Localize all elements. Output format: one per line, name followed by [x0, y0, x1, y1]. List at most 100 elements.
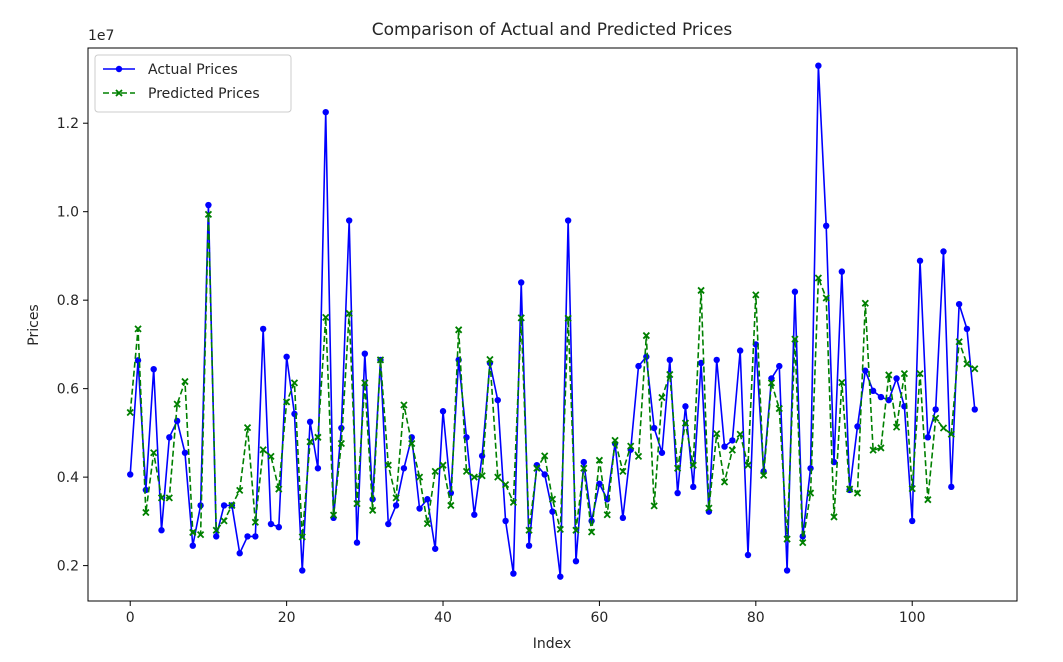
actual-prices-point — [658, 449, 666, 456]
x-tick-label: 80 — [747, 610, 765, 626]
predicted-prices-point — [736, 430, 744, 438]
actual-prices-point — [173, 417, 181, 425]
predicted-prices-point — [134, 325, 142, 333]
predicted-prices-point — [830, 513, 838, 521]
x-tick-label: 20 — [278, 610, 296, 626]
actual-prices-point — [869, 387, 877, 395]
predicted-prices-point — [587, 528, 596, 536]
legend-box — [94, 54, 292, 113]
predicted-prices-point — [713, 430, 721, 438]
predicted-prices-point — [650, 502, 658, 510]
predicted-prices-point — [322, 313, 330, 322]
actual-prices-point — [729, 437, 736, 444]
actual-prices-point — [932, 406, 939, 413]
predicted-prices-point — [908, 484, 916, 493]
actual-prices-point — [924, 434, 932, 441]
predicted-prices-point — [431, 467, 439, 476]
predicted-prices-point — [470, 473, 478, 481]
legend-marker-predicted-prices — [115, 89, 123, 97]
predicted-prices-point — [611, 436, 619, 445]
actual-prices-point — [439, 408, 447, 415]
actual-prices-point — [267, 520, 275, 528]
predicted-prices-point — [846, 485, 854, 493]
actual-prices-point — [862, 367, 869, 374]
legend-entry-predicted-prices: Predicted Prices — [103, 86, 260, 102]
predicted-prices-point — [290, 379, 299, 387]
plot-frame — [87, 47, 1018, 602]
actual-prices-point — [166, 434, 173, 441]
predicted-prices-point — [462, 467, 471, 476]
actual-prices-point — [299, 567, 306, 574]
actual-prices-point — [721, 443, 728, 450]
actual-prices-point — [854, 423, 861, 430]
predicted-prices-point — [525, 526, 533, 534]
actual-prices-point — [275, 523, 283, 531]
predicted-prices-point — [861, 299, 869, 307]
actual-prices-point — [596, 480, 603, 487]
actual-prices-point — [541, 471, 548, 478]
predicted-prices-point — [666, 370, 674, 379]
actual-prices-point — [549, 508, 556, 515]
predicted-prices-point — [298, 533, 306, 541]
predicted-prices-point — [697, 286, 705, 295]
predicted-prices-point — [384, 461, 392, 469]
predicted-prices-point — [509, 498, 518, 506]
x-tick-label: 40 — [434, 610, 452, 626]
actual-prices-point — [385, 520, 392, 528]
predicted-prices-point — [196, 531, 205, 539]
actual-prices-point — [572, 557, 580, 565]
predicted-prices-point — [853, 489, 862, 497]
predicted-prices-point — [369, 506, 377, 514]
predicted-prices-point — [822, 294, 830, 302]
actual-prices-point — [306, 418, 314, 426]
predicted-prices-point — [595, 456, 604, 464]
actual-prices-point — [948, 483, 955, 491]
predicted-prices-point — [212, 526, 220, 534]
predicted-prices-point — [337, 439, 346, 448]
predicted-prices-point — [752, 291, 760, 299]
actual-prices-point — [150, 365, 157, 373]
predicted-prices-point — [306, 438, 314, 446]
x-tick-label: 60 — [591, 610, 609, 626]
predicted-prices-point — [415, 473, 424, 481]
actual-prices-point — [815, 62, 822, 69]
predicted-prices-point — [361, 379, 369, 387]
predicted-prices-point — [157, 494, 166, 502]
predicted-prices-point — [556, 525, 564, 533]
actual-prices-point — [502, 517, 509, 525]
predicted-prices-point — [939, 424, 948, 432]
actual-prices-point — [619, 514, 627, 522]
actual-prices-point — [510, 570, 517, 577]
y-scale-label: 1e7 — [88, 28, 114, 44]
legend-label-predicted-prices: Predicted Prices — [148, 86, 260, 102]
actual-prices-point — [682, 403, 689, 410]
actual-prices-point — [580, 458, 587, 466]
predicted-prices-point — [838, 378, 846, 387]
predicted-prices-point — [236, 486, 244, 495]
predicted-prices-point — [267, 452, 275, 460]
actual-prices-point — [564, 217, 572, 224]
predicted-prices-point — [259, 446, 267, 454]
predicted-prices-point — [251, 518, 259, 526]
actual-prices-point — [322, 108, 329, 116]
predicted-prices-point — [572, 526, 580, 534]
actual-prices-point — [713, 356, 720, 364]
actual-prices-point — [807, 465, 814, 472]
actual-prices-point — [518, 279, 525, 286]
actual-prices-point — [963, 325, 971, 333]
predicted-prices-point — [376, 356, 385, 364]
actual-prices-point — [127, 471, 134, 478]
predicted-prices-point — [814, 274, 823, 282]
x-tick-label: 100 — [899, 610, 926, 626]
predicted-prices-point — [627, 442, 635, 450]
predicted-prices-point — [478, 472, 486, 480]
predicted-prices-point — [932, 414, 940, 422]
predicted-prices-point — [501, 481, 510, 489]
actual-prices-point — [674, 489, 681, 497]
predicted-prices-point — [744, 461, 752, 469]
predicted-prices-point — [799, 538, 807, 547]
predicted-prices-point — [204, 210, 213, 218]
y-tick-label: 0.2 — [57, 559, 79, 575]
y-tick-label: 1.0 — [57, 205, 79, 221]
